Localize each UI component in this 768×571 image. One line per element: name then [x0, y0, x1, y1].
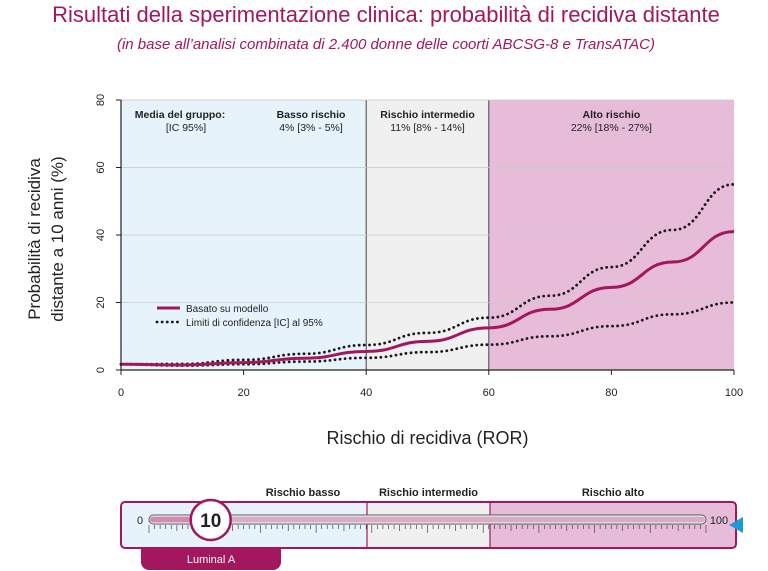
- x-tick-label: 60: [483, 387, 495, 399]
- ror-scale: Luminal A Rischio basso Rischio intermedio…: [120, 487, 743, 570]
- chart-subtitle: (in base all’analisi combinata di 2.400 …: [116, 36, 656, 53]
- scale-label: Rischio alto: [582, 487, 645, 499]
- scale-fill-rest: [204, 516, 705, 523]
- scale-region-2: [367, 502, 490, 548]
- scale-label: Rischio intermedio: [379, 487, 478, 499]
- score-circle: [189, 498, 232, 542]
- x-tick-label: 80: [605, 387, 617, 399]
- region-value: 11% [8% - 14%]: [390, 122, 465, 134]
- y-tick-label: 80: [95, 94, 107, 106]
- x-tick-label: 100: [725, 387, 743, 399]
- scale-label: Rischio basso: [266, 487, 341, 499]
- group-header: Media del gruppo:: [135, 109, 225, 121]
- chart-title: Risultati della sperimentazione clinica:…: [52, 2, 720, 27]
- region-value: 4% [3% - 5%]: [279, 122, 343, 134]
- region-label: Basso rischio: [277, 109, 346, 121]
- y-tick-label: 20: [95, 296, 107, 308]
- scale-region-3: [490, 502, 736, 548]
- region-value: 22% [18% - 27%]: [571, 122, 652, 134]
- x-tick-label: 40: [360, 387, 372, 399]
- scale-pointer-icon: [729, 517, 743, 533]
- scale-max-label: 100: [710, 515, 728, 527]
- x-axis-label: Rischio di recidiva (ROR): [326, 428, 528, 448]
- legend-label: Basato su modello: [186, 304, 269, 315]
- y-axis-label: Probabilità di recidiva distante a 10 ann…: [25, 156, 67, 321]
- subtype-label: Luminal A: [187, 554, 236, 566]
- legend: Basato su modello Limiti di confidenza [I…: [155, 304, 323, 329]
- grid-lines: [121, 99, 734, 303]
- legend-label: Limiti di confidenza [IC] al 95%: [186, 318, 323, 329]
- region-label: Alto rischio: [583, 109, 641, 121]
- series-line-ci-1: [119, 301, 736, 368]
- y-axis-label-line: distante a 10 anni (%): [48, 156, 67, 321]
- score-value: 10: [200, 511, 221, 532]
- y-tick-label: 40: [95, 229, 107, 241]
- y-tick-label: 0: [95, 367, 107, 373]
- series-line-model: [120, 230, 735, 367]
- region-label: Rischio intermedio: [380, 109, 475, 121]
- series-line-ci-2: [119, 182, 736, 366]
- x-tick-label: 0: [118, 387, 124, 399]
- axes: 0 20 40 60 80 100 0 20 40 60 80 Rischio di recidiva…: [25, 94, 743, 448]
- chart-labels: Media del gruppo:[IC 95%] Basso rischio4%…: [135, 109, 652, 134]
- x-tick-label: 20: [237, 387, 249, 399]
- y-tick-label: 60: [95, 161, 107, 173]
- y-axis-label-line: Probabilità di recidiva: [25, 158, 44, 320]
- scale-min-label: 0: [137, 515, 143, 527]
- series-lines: [119, 182, 736, 368]
- group-header-ci: [IC 95%]: [166, 122, 206, 134]
